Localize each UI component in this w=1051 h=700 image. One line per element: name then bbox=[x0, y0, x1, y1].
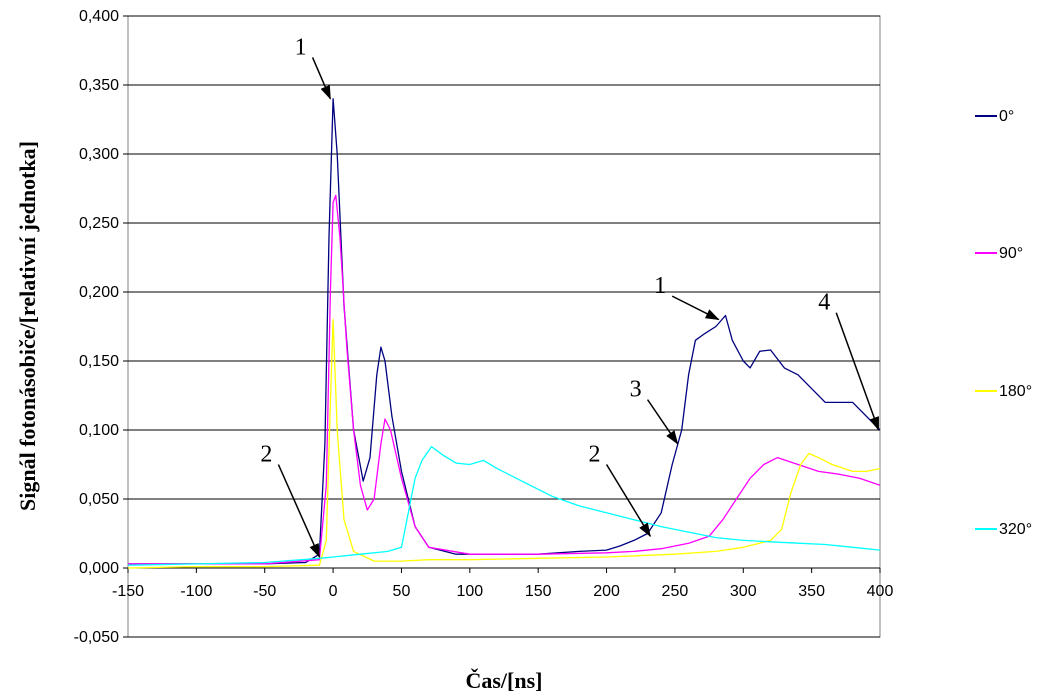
annotation-arrow bbox=[671, 295, 720, 321]
legend-label: 320° bbox=[999, 521, 1032, 538]
annotation-label: 1 bbox=[654, 273, 666, 299]
x-tick-label: 250 bbox=[662, 583, 689, 600]
annotation-arrow bbox=[835, 312, 880, 431]
grid-lines bbox=[123, 15, 881, 638]
y-tick-label: 0,150 bbox=[79, 353, 119, 370]
plot-area bbox=[127, 15, 881, 638]
annotation-arrow bbox=[311, 57, 332, 100]
x-tick-label: -50 bbox=[253, 583, 276, 600]
y-tick-label: 0,200 bbox=[79, 284, 119, 301]
x-tick-label: 100 bbox=[456, 583, 483, 600]
x-tick-label: 300 bbox=[730, 583, 757, 600]
annotation-label: 2 bbox=[589, 442, 601, 468]
legend-label: 180° bbox=[999, 383, 1032, 400]
x-tick-label: 150 bbox=[525, 583, 552, 600]
x-tick-label: 200 bbox=[593, 583, 620, 600]
series-lines bbox=[127, 98, 881, 569]
legend: 0° 90° 180° 320° bbox=[975, 108, 1032, 538]
x-axis-title: Čas/[ns] bbox=[465, 668, 542, 693]
annotation-arrow bbox=[646, 399, 679, 445]
annotation-label: 4 bbox=[818, 290, 830, 316]
annotation-arrow bbox=[605, 464, 651, 538]
annotation-label: 2 bbox=[260, 442, 272, 468]
series-line bbox=[127, 445, 881, 566]
legend-label: 0° bbox=[999, 108, 1014, 125]
y-tick-labels: -0,050 0,000 0,050 0,100 0,150 0,200 0,250 0,30… bbox=[74, 8, 119, 646]
annotation-label: 3 bbox=[630, 377, 642, 403]
x-tick-label: -100 bbox=[180, 583, 212, 600]
x-tick-label: 0 bbox=[329, 583, 338, 600]
y-tick-label: 0,400 bbox=[79, 8, 119, 25]
annotation-label: 1 bbox=[295, 34, 307, 60]
x-tick-label: 350 bbox=[798, 583, 825, 600]
y-tick-label: 0,350 bbox=[79, 77, 119, 94]
y-tick-label: 0,300 bbox=[79, 146, 119, 163]
x-tick-labels: -150 -100 -50 0 50 100 150 200 250 300 350 400 bbox=[112, 583, 893, 600]
x-tick-label: 50 bbox=[393, 583, 411, 600]
annotations: 1 2 1 3 2 4 bbox=[260, 34, 880, 558]
annotation-arrow bbox=[277, 464, 321, 558]
legend-label: 90° bbox=[999, 245, 1023, 262]
series-line bbox=[128, 194, 881, 565]
series-line bbox=[128, 98, 881, 565]
y-tick-label: 0,250 bbox=[79, 215, 119, 232]
x-tick-label: 400 bbox=[867, 583, 894, 600]
y-tick-label: 0,000 bbox=[79, 560, 119, 577]
y-tick-label: -0,050 bbox=[74, 629, 119, 646]
series-line bbox=[127, 318, 881, 569]
y-tick-label: 0,100 bbox=[79, 422, 119, 439]
y-tick-label: 0,050 bbox=[79, 491, 119, 508]
x-tick-label: -150 bbox=[112, 583, 144, 600]
y-axis-title: Signál fotonásobiče/[relativní jednotka] bbox=[15, 141, 40, 511]
